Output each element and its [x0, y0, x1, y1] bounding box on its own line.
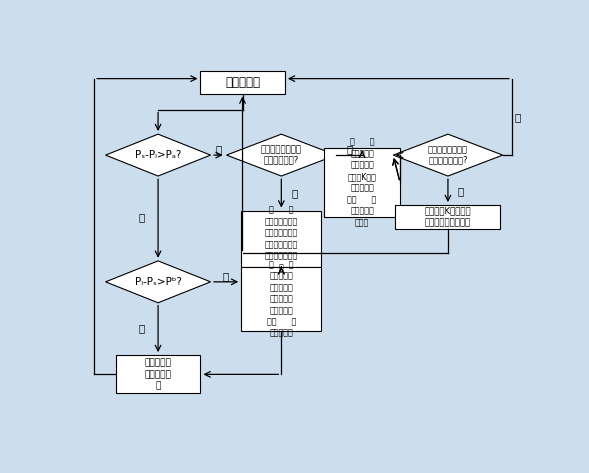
- Text: 系统初始化: 系统初始化: [225, 76, 260, 89]
- FancyBboxPatch shape: [116, 355, 200, 394]
- Text: 断开开关K，并将微
电网切换为孤岛模式: 断开开关K，并将微 电网切换为孤岛模式: [425, 207, 471, 227]
- Text: 微      电
网切换为孤
岛模式，闭
合开关K，由
额外负载消
纳微      电
网发出的富
裕功率: 微 电 网切换为孤 岛模式，闭 合开关K，由 额外负载消 纳微 电 网发出的富 …: [348, 138, 377, 227]
- Text: 是: 是: [223, 272, 229, 281]
- Text: 微      电
网切换为孤岛模
式，储能系统充
电吸收多余的分
布式电源发电容
量: 微 电 网切换为孤岛模 式，储能系统充 电吸收多余的分 布式电源发电容 量: [264, 206, 298, 272]
- Text: 逆功率检测装置是
否检测到逆功率?: 逆功率检测装置是 否检测到逆功率?: [428, 145, 468, 165]
- Text: 储能系统当前容量
是否达到上限?: 储能系统当前容量 是否达到上限?: [261, 145, 302, 165]
- Text: 否: 否: [138, 323, 144, 333]
- Text: 微电网保持
现有状态不
变: 微电网保持 现有状态不 变: [145, 359, 171, 390]
- Text: 否: 否: [138, 212, 144, 222]
- Polygon shape: [393, 134, 503, 176]
- Polygon shape: [105, 261, 211, 303]
- Text: Pₛ-Pₗ>Pₐ?: Pₛ-Pₗ>Pₐ?: [135, 150, 181, 160]
- Text: 是: 是: [458, 186, 464, 196]
- Text: 是: 是: [347, 145, 353, 155]
- FancyBboxPatch shape: [200, 71, 284, 94]
- Text: 否: 否: [292, 188, 298, 198]
- Text: 否: 否: [514, 112, 520, 122]
- FancyBboxPatch shape: [395, 205, 501, 229]
- Text: Pₗ-Pₛ>Pᵇ?: Pₗ-Pₛ>Pᵇ?: [135, 277, 181, 287]
- FancyBboxPatch shape: [325, 148, 400, 217]
- Text: 是: 是: [216, 145, 222, 155]
- Polygon shape: [105, 134, 211, 176]
- Text: 微      电
网切换为并
网模式，由
公共电网和
储能系统补
充微      电
网负荷缺口: 微 电 网切换为并 网模式，由 公共电网和 储能系统补 充微 电 网负荷缺口: [267, 260, 296, 338]
- FancyBboxPatch shape: [241, 210, 321, 267]
- Polygon shape: [227, 134, 336, 176]
- FancyBboxPatch shape: [241, 267, 321, 331]
